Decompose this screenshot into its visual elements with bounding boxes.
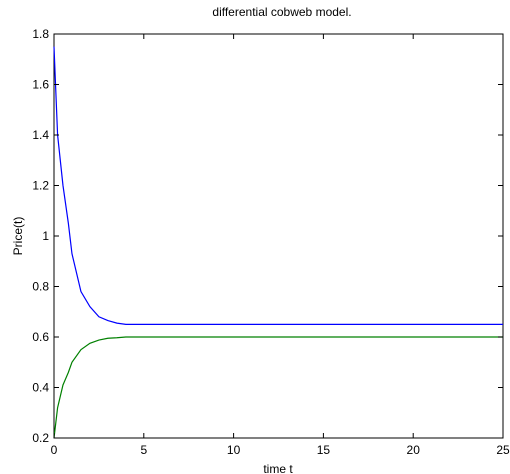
y-tick-label: 1.4 xyxy=(32,128,49,142)
y-tick-label: 1 xyxy=(42,229,49,243)
y-tick-label: 0.2 xyxy=(32,431,49,445)
x-tick-label: 10 xyxy=(227,443,241,457)
y-tick-label: 1.8 xyxy=(32,27,49,41)
chart-title: differential cobweb model. xyxy=(212,5,351,19)
y-tick-label: 0.8 xyxy=(32,280,49,294)
series-line-2 xyxy=(53,336,503,439)
y-tick-label: 1.6 xyxy=(32,78,49,92)
series-line-1 xyxy=(53,46,503,325)
plot-area xyxy=(53,33,504,439)
axis-ticks: 0 5 10 15 20 25 0.2 0.4 0.6 0.8 1 1.2 1.4 1.6 1.8 xyxy=(32,27,510,457)
x-tick-label: 5 xyxy=(140,443,147,457)
x-axis-label: time t xyxy=(263,462,293,474)
y-tick-label: 0.4 xyxy=(32,381,49,395)
series-layer xyxy=(53,46,503,439)
y-tick-label: 1.2 xyxy=(32,179,49,193)
x-tick-label: 20 xyxy=(407,443,421,457)
x-tick-label: 15 xyxy=(317,443,331,457)
x-tick-label: 25 xyxy=(496,443,510,457)
y-tick-label: 0.6 xyxy=(32,330,49,344)
y-axis-label: Price(t) xyxy=(11,217,25,256)
x-tick-label: 0 xyxy=(51,443,58,457)
